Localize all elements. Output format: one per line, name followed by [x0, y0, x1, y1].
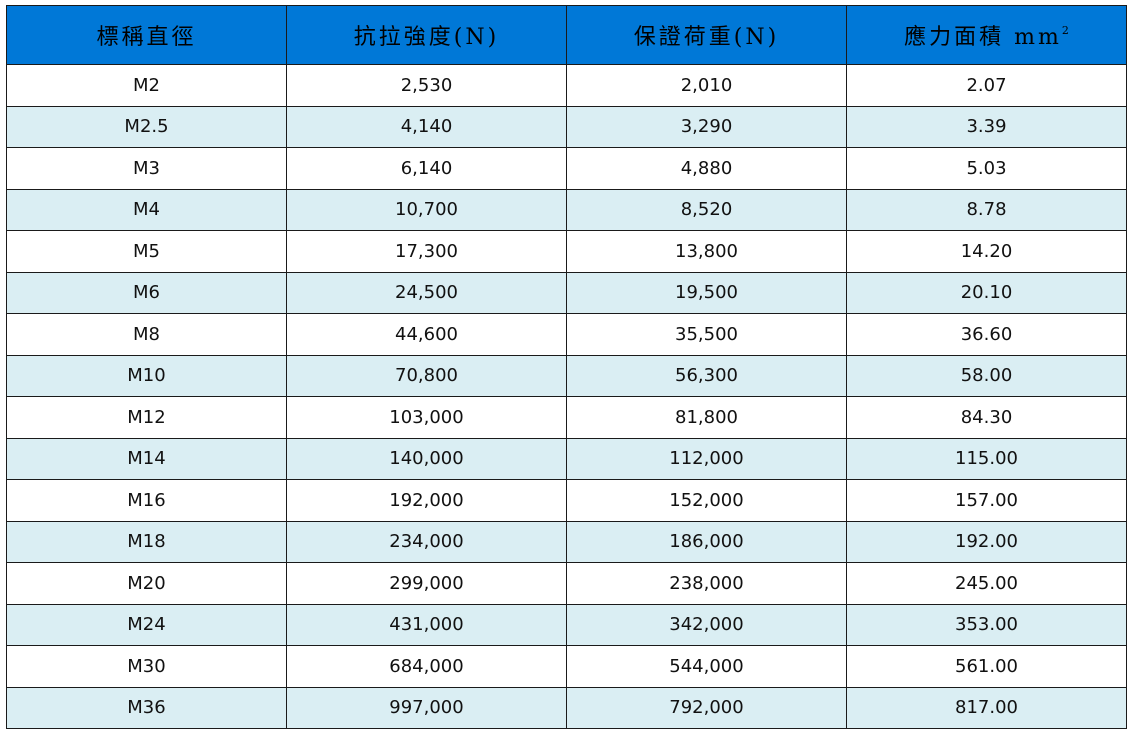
cell-stress-area: 3.39	[846, 105, 1127, 148]
bolt-spec-table-container: 標稱直徑 抗拉強度(N) 保證荷重(N) 應力面積 mm2 M2 2,530 2…	[6, 5, 1127, 729]
cell-proof-load: 2,010	[566, 64, 847, 107]
header-tensile-strength: 抗拉強度(N)	[286, 5, 567, 65]
cell-nominal-diameter: M5	[6, 230, 287, 273]
table-row: M30 684,000 544,000 561.00	[6, 645, 1127, 688]
cell-nominal-diameter: M20	[6, 562, 287, 605]
cell-nominal-diameter: M16	[6, 479, 287, 522]
cell-tensile-strength: 140,000	[286, 437, 567, 480]
cell-tensile-strength: 17,300	[286, 230, 567, 273]
cell-tensile-strength: 684,000	[286, 645, 567, 688]
cell-nominal-diameter: M14	[6, 437, 287, 480]
cell-proof-load: 152,000	[566, 479, 847, 522]
cell-proof-load: 81,800	[566, 396, 847, 439]
table-row: M14 140,000 112,000 115.00	[6, 437, 1127, 480]
cell-stress-area: 192.00	[846, 520, 1127, 563]
cell-nominal-diameter: M10	[6, 354, 287, 397]
cell-nominal-diameter: M30	[6, 645, 287, 688]
cell-tensile-strength: 192,000	[286, 479, 567, 522]
cell-stress-area: 2.07	[846, 64, 1127, 107]
cell-stress-area: 353.00	[846, 603, 1127, 646]
cell-proof-load: 342,000	[566, 603, 847, 646]
cell-nominal-diameter: M2	[6, 64, 287, 107]
cell-proof-load: 112,000	[566, 437, 847, 480]
cell-proof-load: 792,000	[566, 686, 847, 729]
cell-proof-load: 238,000	[566, 562, 847, 605]
cell-proof-load: 13,800	[566, 230, 847, 273]
table-row: M8 44,600 35,500 36.60	[6, 313, 1127, 356]
header-stress-area: 應力面積 mm2	[846, 5, 1127, 65]
cell-stress-area: 14.20	[846, 230, 1127, 273]
cell-tensile-strength: 2,530	[286, 64, 567, 107]
table-row: M12 103,000 81,800 84.30	[6, 396, 1127, 439]
cell-stress-area: 561.00	[846, 645, 1127, 688]
bolt-spec-table: 標稱直徑 抗拉強度(N) 保證荷重(N) 應力面積 mm2 M2 2,530 2…	[6, 5, 1127, 729]
cell-nominal-diameter: M18	[6, 520, 287, 563]
cell-proof-load: 4,880	[566, 147, 847, 190]
table-row: M6 24,500 19,500 20.10	[6, 271, 1127, 314]
cell-tensile-strength: 10,700	[286, 188, 567, 231]
cell-tensile-strength: 103,000	[286, 396, 567, 439]
header-nominal-diameter: 標稱直徑	[6, 5, 287, 65]
cell-nominal-diameter: M36	[6, 686, 287, 729]
table-row: M16 192,000 152,000 157.00	[6, 479, 1127, 522]
table-row: M18 234,000 186,000 192.00	[6, 520, 1127, 563]
header-proof-load: 保證荷重(N)	[566, 5, 847, 65]
cell-tensile-strength: 997,000	[286, 686, 567, 729]
cell-nominal-diameter: M2.5	[6, 105, 287, 148]
cell-proof-load: 544,000	[566, 645, 847, 688]
table-row: M24 431,000 342,000 353.00	[6, 603, 1127, 646]
cell-nominal-diameter: M4	[6, 188, 287, 231]
cell-nominal-diameter: M24	[6, 603, 287, 646]
cell-proof-load: 35,500	[566, 313, 847, 356]
table-row: M2 2,530 2,010 2.07	[6, 64, 1127, 107]
cell-tensile-strength: 44,600	[286, 313, 567, 356]
cell-tensile-strength: 6,140	[286, 147, 567, 190]
cell-nominal-diameter: M12	[6, 396, 287, 439]
cell-proof-load: 19,500	[566, 271, 847, 314]
cell-stress-area: 20.10	[846, 271, 1127, 314]
cell-stress-area: 115.00	[846, 437, 1127, 480]
cell-stress-area: 817.00	[846, 686, 1127, 729]
cell-nominal-diameter: M3	[6, 147, 287, 190]
cell-tensile-strength: 234,000	[286, 520, 567, 563]
cell-proof-load: 8,520	[566, 188, 847, 231]
cell-nominal-diameter: M8	[6, 313, 287, 356]
cell-stress-area: 8.78	[846, 188, 1127, 231]
table-body: M2 2,530 2,010 2.07 M2.5 4,140 3,290 3.3…	[6, 64, 1127, 729]
cell-stress-area: 245.00	[846, 562, 1127, 605]
table-row: M2.5 4,140 3,290 3.39	[6, 105, 1127, 148]
cell-tensile-strength: 4,140	[286, 105, 567, 148]
cell-proof-load: 56,300	[566, 354, 847, 397]
cell-tensile-strength: 299,000	[286, 562, 567, 605]
cell-proof-load: 3,290	[566, 105, 847, 148]
cell-stress-area: 58.00	[846, 354, 1127, 397]
table-row: M10 70,800 56,300 58.00	[6, 354, 1127, 397]
table-row: M5 17,300 13,800 14.20	[6, 230, 1127, 273]
table-row: M20 299,000 238,000 245.00	[6, 562, 1127, 605]
cell-stress-area: 84.30	[846, 396, 1127, 439]
header-stress-area-superscript: 2	[1061, 24, 1069, 37]
cell-tensile-strength: 431,000	[286, 603, 567, 646]
cell-tensile-strength: 70,800	[286, 354, 567, 397]
cell-stress-area: 157.00	[846, 479, 1127, 522]
table-header-row: 標稱直徑 抗拉強度(N) 保證荷重(N) 應力面積 mm2	[6, 5, 1127, 65]
cell-stress-area: 5.03	[846, 147, 1127, 190]
cell-nominal-diameter: M6	[6, 271, 287, 314]
cell-proof-load: 186,000	[566, 520, 847, 563]
table-row: M3 6,140 4,880 5.03	[6, 147, 1127, 190]
header-stress-area-label: 應力面積 mm	[904, 25, 1062, 50]
cell-tensile-strength: 24,500	[286, 271, 567, 314]
table-row: M4 10,700 8,520 8.78	[6, 188, 1127, 231]
table-row: M36 997,000 792,000 817.00	[6, 686, 1127, 729]
cell-stress-area: 36.60	[846, 313, 1127, 356]
